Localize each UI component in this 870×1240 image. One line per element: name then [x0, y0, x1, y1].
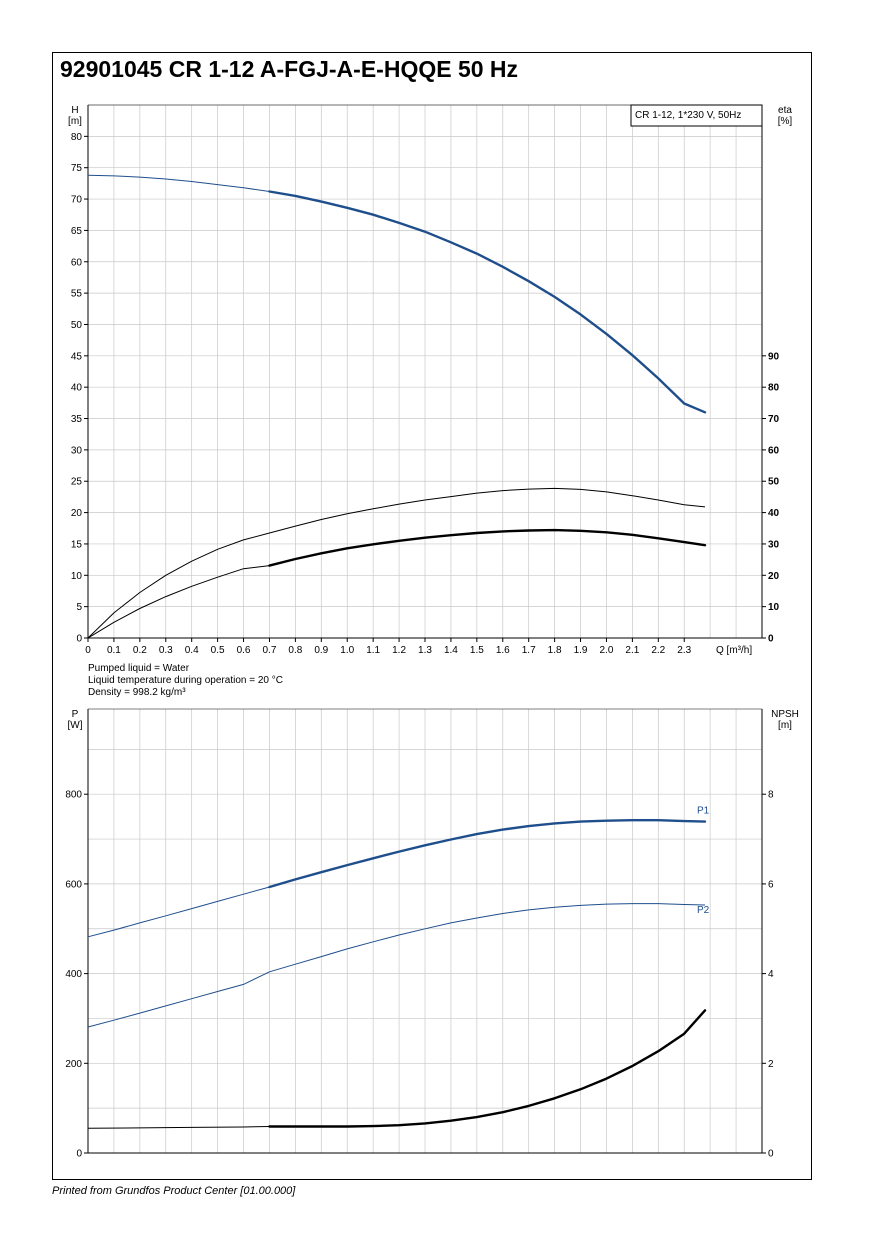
eta_total-curve-extended — [87, 565, 270, 639]
top-y2-tick-label: 40 — [768, 508, 780, 519]
top-y-tick-label: 15 — [71, 539, 83, 550]
head-curve — [268, 190, 707, 414]
x-tick-label: 0 — [85, 645, 91, 656]
top-y-tick-label: 65 — [71, 226, 83, 237]
x-tick-label: 1.4 — [444, 645, 458, 656]
top-y2-tick-label: 80 — [768, 383, 780, 394]
x-tick-label: 2.0 — [600, 645, 614, 656]
top-y-tick-label: 45 — [71, 351, 83, 362]
top-y-tick-label: 0 — [76, 634, 82, 645]
top-y-tick-label: 30 — [71, 445, 83, 456]
p1-curve-extended — [87, 886, 270, 938]
condition-density: Density = 998.2 kg/m³ — [88, 687, 186, 698]
top-y-tick-label: 70 — [71, 195, 83, 206]
x-tick-label: 1.1 — [366, 645, 380, 656]
bottom-y-label: P — [72, 709, 79, 720]
x-tick-label: 1.0 — [340, 645, 354, 656]
top-y-tick-label: 50 — [71, 320, 83, 331]
bottom-y-unit: [W] — [68, 720, 83, 731]
top-y-tick-label: 25 — [71, 477, 83, 488]
top-y-tick-label: 20 — [71, 508, 83, 519]
print-footer: Printed from Grundfos Product Center [01… — [52, 1185, 296, 1197]
x-tick-label: 0.6 — [237, 645, 251, 656]
x-tick-label: 1.8 — [548, 645, 562, 656]
top-y2-unit: [%] — [778, 116, 793, 127]
top-y-tick-label: 10 — [71, 571, 83, 582]
top-y2-tick-label: 20 — [768, 571, 780, 582]
top-y2-tick-label: 60 — [768, 445, 780, 456]
x-tick-label: 2.1 — [625, 645, 639, 656]
eta_total-curve — [268, 528, 707, 567]
x-tick-label: 0.8 — [288, 645, 302, 656]
x-tick-label: 1.2 — [392, 645, 406, 656]
top-y-tick-label: 80 — [71, 132, 83, 143]
x-tick-label: 1.5 — [470, 645, 484, 656]
condition-liquid: Pumped liquid = Water — [88, 663, 190, 674]
x-tick-label: 2.3 — [677, 645, 691, 656]
condition-temperature: Liquid temperature during operation = 20… — [88, 675, 283, 686]
page-title: 92901045 CR 1-12 A-FGJ-A-E-HQQE 50 Hz — [60, 56, 519, 82]
top-y-tick-label: 60 — [71, 257, 83, 268]
bottom-y-tick-label: 600 — [65, 879, 82, 890]
x-tick-label: 0.4 — [185, 645, 199, 656]
legend-box — [630, 104, 763, 127]
bottom-y2-unit: [m] — [778, 720, 792, 731]
bottom-y-tick-label: 800 — [65, 790, 82, 801]
top-y2-tick-label: 30 — [768, 539, 780, 550]
bottom-y2-tick-label: 8 — [768, 790, 774, 801]
bottom-y-tick-label: 400 — [65, 969, 82, 980]
top-y2-tick-label: 0 — [768, 634, 774, 645]
x-tick-label: 0.9 — [314, 645, 328, 656]
x-tick-label: 0.7 — [263, 645, 277, 656]
top-y-label: H — [71, 105, 78, 116]
x-tick-label: 1.9 — [574, 645, 588, 656]
top-y2-label: eta — [778, 105, 792, 116]
p2-curve-extended — [87, 903, 706, 1028]
top-y2-tick-label: 10 — [768, 602, 780, 613]
top-y2-tick-label: 70 — [768, 414, 780, 425]
x-tick-label: 0.1 — [107, 645, 121, 656]
bottom-y2-tick-label: 2 — [768, 1059, 774, 1070]
x-tick-label: 0.5 — [211, 645, 225, 656]
chart-frame — [52, 52, 812, 1180]
top-y-tick-label: 40 — [71, 383, 83, 394]
bottom-y2-tick-label: 4 — [768, 969, 774, 980]
eta_pump-curve-extended — [87, 487, 706, 639]
top-y-tick-label: 35 — [71, 414, 83, 425]
p2-series-label: P2 — [697, 905, 710, 916]
legend: CR 1-12, 1*230 V, 50Hz — [630, 104, 763, 127]
bottom-y-tick-label: 0 — [76, 1149, 82, 1160]
x-axis-label: Q [m³/h] — [716, 645, 752, 656]
p1-curve — [268, 819, 707, 889]
x-tick-label: 2.2 — [651, 645, 665, 656]
operating-conditions: Pumped liquid = Water Liquid temperature… — [88, 663, 283, 699]
bottom-y-tick-label: 200 — [65, 1059, 82, 1070]
npsh-curve — [268, 1009, 707, 1128]
p1-series-label: P1 — [697, 806, 710, 817]
x-tick-label: 0.3 — [159, 645, 173, 656]
x-tick-label: 0.2 — [133, 645, 147, 656]
top-y-unit: [m] — [68, 116, 82, 127]
top-y-tick-label: 55 — [71, 289, 83, 300]
legend-text: CR 1-12, 1*230 V, 50Hz — [635, 110, 741, 121]
bottom-y2-tick-label: 6 — [768, 879, 774, 890]
head-curve-extended — [87, 174, 270, 192]
top-y-tick-label: 75 — [71, 163, 83, 174]
top-y-tick-label: 5 — [76, 602, 82, 613]
x-tick-label: 1.7 — [522, 645, 536, 656]
top-y2-tick-label: 50 — [768, 477, 780, 488]
bottom-y2-tick-label: 0 — [768, 1149, 774, 1160]
x-tick-label: 1.3 — [418, 645, 432, 656]
x-tick-label: 1.6 — [496, 645, 510, 656]
npsh-curve-extended — [87, 1126, 270, 1129]
bottom-y2-label: NPSH — [771, 709, 799, 720]
top-y2-tick-label: 90 — [768, 351, 780, 362]
